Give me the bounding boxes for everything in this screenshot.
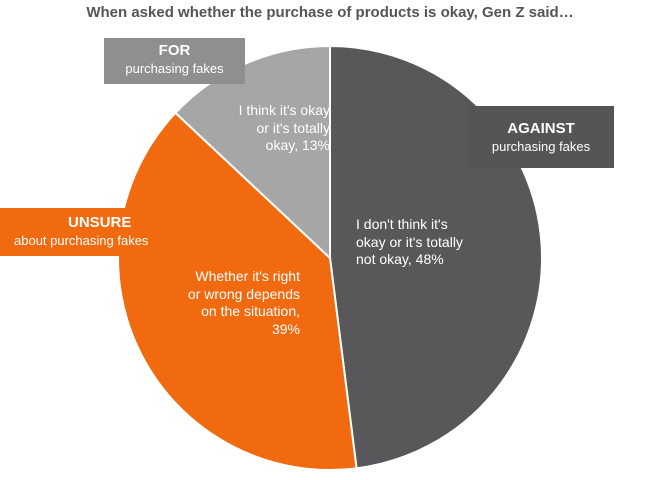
slice-label-line: or it's totally: [256, 119, 330, 136]
slice-label-line: on the situation,: [201, 303, 300, 319]
pie-slice-for: [174, 44, 331, 261]
slice-label-line: okay, 13%: [265, 137, 330, 153]
category-head-for: FOR: [158, 42, 191, 59]
slice-label-unsure: Whether it's right or wrong depends on t…: [150, 268, 300, 338]
slice-label-for: I think it's okay or it's totally okay, …: [200, 102, 330, 155]
category-head-against: AGAINST: [507, 120, 575, 137]
slice-label-against: I don't think it's okay or it's totally …: [356, 216, 516, 269]
slice-label-line: I think it's okay: [238, 102, 330, 118]
category-box-against: AGAINST purchasing fakes: [468, 106, 614, 168]
chart-title: When asked whether the purchase of produ…: [86, 4, 574, 21]
slice-label-line: or wrong depends: [187, 285, 300, 302]
category-sub-unsure: about purchasing fakes: [14, 232, 149, 248]
slice-label-line: Whether it's right: [195, 268, 300, 284]
slice-label-line: okay or it's totally: [356, 233, 463, 250]
category-head-unsure: UNSURE: [68, 214, 132, 231]
slice-label-line: not okay, 48%: [356, 251, 444, 267]
category-sub-for: purchasing fakes: [125, 60, 224, 76]
slice-label-line: 39%: [271, 320, 300, 337]
pie-slice-unsure: [117, 111, 358, 471]
category-box-unsure: UNSURE about purchasing fakes: [0, 208, 200, 256]
slice-label-line: I don't think it's: [356, 216, 448, 232]
category-box-for: FOR purchasing fakes: [104, 38, 245, 84]
category-sub-against: purchasing fakes: [491, 138, 591, 154]
